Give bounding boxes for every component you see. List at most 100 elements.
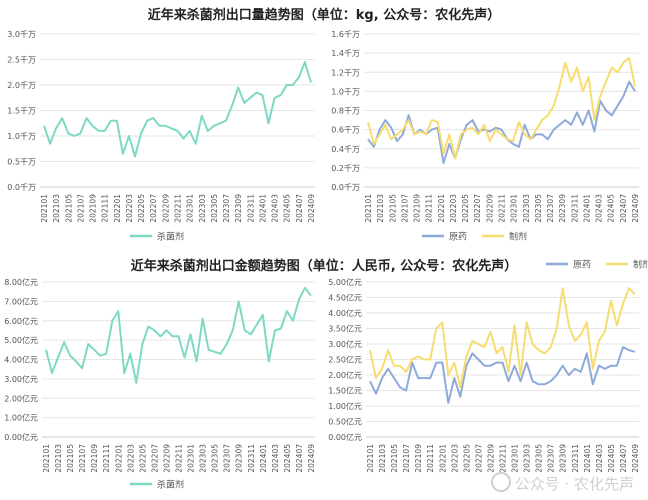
x-tick-label: 202103 [54, 444, 63, 473]
x-tick-label: 202311 [246, 194, 255, 223]
x-tick-label: 202403 [595, 194, 604, 223]
x-tick-label: 202207 [474, 444, 483, 473]
x-tick-label: 202307 [547, 444, 556, 473]
x-tick-label: 202311 [247, 444, 256, 473]
tech-formulation-volume-chart: 0.0千万 0.2千万 0.4千万 0.6千万 0.8千万 1.0千万 1.2千万 1.4千万… [331, 29, 640, 243]
y-tick-label: 3.00亿元 [328, 339, 362, 349]
legend-label: 杀菌剂 [157, 231, 184, 243]
series-line-制剂 [369, 287, 636, 389]
x-tick-label: 202101 [364, 194, 373, 223]
x-tick-label: 202103 [376, 194, 385, 223]
y-tick-label: 0.00亿元 [328, 432, 362, 442]
y-tick-label: 5.00亿元 [328, 277, 362, 287]
x-tick-label: 202111 [101, 194, 110, 223]
x-tick-label: 202311 [571, 444, 580, 473]
export-volume-title: 近年来杀菌剂出口量趋势图（单位：kg, 公众号：农化先声） [147, 8, 501, 23]
x-tick-label: 202203 [126, 444, 135, 473]
y-tick-label: 1.6千万 [331, 29, 360, 39]
y-tick-label: 0.0千万 [331, 182, 360, 192]
legend-label: 制剂 [633, 259, 648, 271]
tech-formulation-value-chart: 0.00亿元 0.50亿元 1.00亿元 1.50亿元 2.00亿元 2.50亿元 3.00… [328, 259, 648, 473]
y-tick-label: 3.0千万 [7, 29, 36, 39]
x-tick-label: 202109 [89, 194, 98, 223]
x-tick-label: 202109 [90, 444, 99, 473]
x-tick-label: 202203 [450, 444, 459, 473]
y-tick-label: 1.50亿元 [328, 386, 362, 396]
x-tick-label: 202101 [40, 194, 49, 223]
y-tick-label: 7.00亿元 [4, 296, 38, 306]
fungicide-volume-chart: 0.0千万 0.5千万 1.0千万 1.5千万 2.0千万 2.5千万 3.0千万 20210… [7, 29, 316, 243]
y-tick-label: 1.4千万 [331, 48, 360, 58]
x-tick-label: 202207 [149, 194, 158, 223]
x-tick-label: 202403 [595, 444, 604, 473]
x-tick-label: 202211 [498, 194, 507, 223]
x-tick-label: 202209 [486, 444, 495, 473]
x-tick-label: 202201 [113, 194, 122, 223]
x-tick-label: 202205 [461, 194, 470, 223]
y-tick-label: 1.5千万 [7, 106, 36, 116]
y-tick-label: 0.8千万 [331, 106, 360, 116]
watermark: 公众号 · 农化先声 [490, 472, 634, 494]
x-tick-label: 202205 [138, 444, 147, 473]
x-tick-label: 202407 [619, 444, 628, 473]
y-tick-label: 4.00亿元 [4, 355, 38, 365]
x-tick-label: 202305 [210, 194, 219, 223]
x-tick-label: 202103 [378, 444, 387, 473]
x-tick-label: 202407 [295, 194, 304, 223]
x-tick-label: 202403 [271, 194, 280, 223]
x-tick-label: 202309 [559, 444, 568, 473]
y-tick-label: 0.6千万 [331, 125, 360, 135]
wechat-icon [490, 472, 511, 492]
x-tick-label: 202205 [137, 194, 146, 223]
y-tick-label: 1.0千万 [7, 131, 36, 141]
y-tick-label: 3.00亿元 [4, 374, 38, 384]
y-tick-label: 3.50亿元 [328, 324, 362, 334]
x-tick-label: 202105 [388, 194, 397, 223]
x-tick-label: 202203 [125, 194, 134, 223]
y-tick-label: 4.00亿元 [328, 308, 362, 318]
y-tick-label: 0.4千万 [331, 144, 360, 154]
y-tick-label: 0.00亿元 [4, 432, 38, 442]
x-tick-label: 202109 [413, 194, 422, 223]
x-tick-label: 202309 [234, 194, 243, 223]
x-tick-label: 202309 [558, 194, 567, 223]
x-tick-label: 202205 [462, 444, 471, 473]
x-tick-label: 202101 [366, 444, 375, 473]
x-tick-label: 202405 [283, 444, 292, 473]
x-tick-label: 202307 [223, 444, 232, 473]
legend-label: 制剂 [509, 231, 527, 243]
series-line-杀菌剂 [45, 286, 312, 384]
x-tick-label: 202305 [534, 194, 543, 223]
x-tick-label: 202209 [485, 194, 494, 223]
x-tick-label: 202405 [607, 444, 616, 473]
x-tick-label: 202207 [150, 444, 159, 473]
y-tick-label: 8.00亿元 [4, 277, 38, 287]
x-tick-label: 202301 [186, 194, 195, 223]
y-tick-label: 1.2千万 [331, 67, 360, 77]
x-tick-label: 202107 [400, 194, 409, 223]
x-tick-label: 202209 [162, 444, 171, 473]
x-tick-label: 202307 [546, 194, 555, 223]
y-tick-label: 0.5千万 [7, 157, 36, 167]
legend-label: 原药 [573, 260, 591, 271]
x-tick-label: 202107 [78, 444, 87, 473]
y-tick-label: 2.00亿元 [4, 393, 38, 403]
x-tick-label: 202401 [258, 194, 267, 223]
x-tick-label: 202105 [66, 444, 75, 473]
x-tick-label: 202101 [42, 444, 51, 473]
x-tick-label: 202211 [499, 444, 508, 473]
x-tick-label: 202201 [437, 194, 446, 223]
legend-label: 原药 [449, 232, 467, 243]
x-tick-label: 202401 [259, 444, 268, 473]
x-tick-label: 202211 [174, 194, 183, 223]
y-tick-label: 2.50亿元 [328, 355, 362, 365]
y-tick-label: 4.50亿元 [328, 293, 362, 303]
x-tick-label: 202307 [222, 194, 231, 223]
y-tick-label: 0.50亿元 [328, 417, 362, 427]
y-tick-label: 1.00亿元 [328, 401, 362, 411]
x-tick-label: 202111 [102, 444, 111, 473]
export-value-title: 近年来杀菌剂出口金额趋势图（单位：人民币, 公众号：农化先声） [130, 259, 518, 274]
watermark-text: 公众号 · 农化先声 [514, 475, 634, 493]
series-line-制剂 [367, 56, 636, 160]
x-tick-label: 202301 [510, 194, 519, 223]
